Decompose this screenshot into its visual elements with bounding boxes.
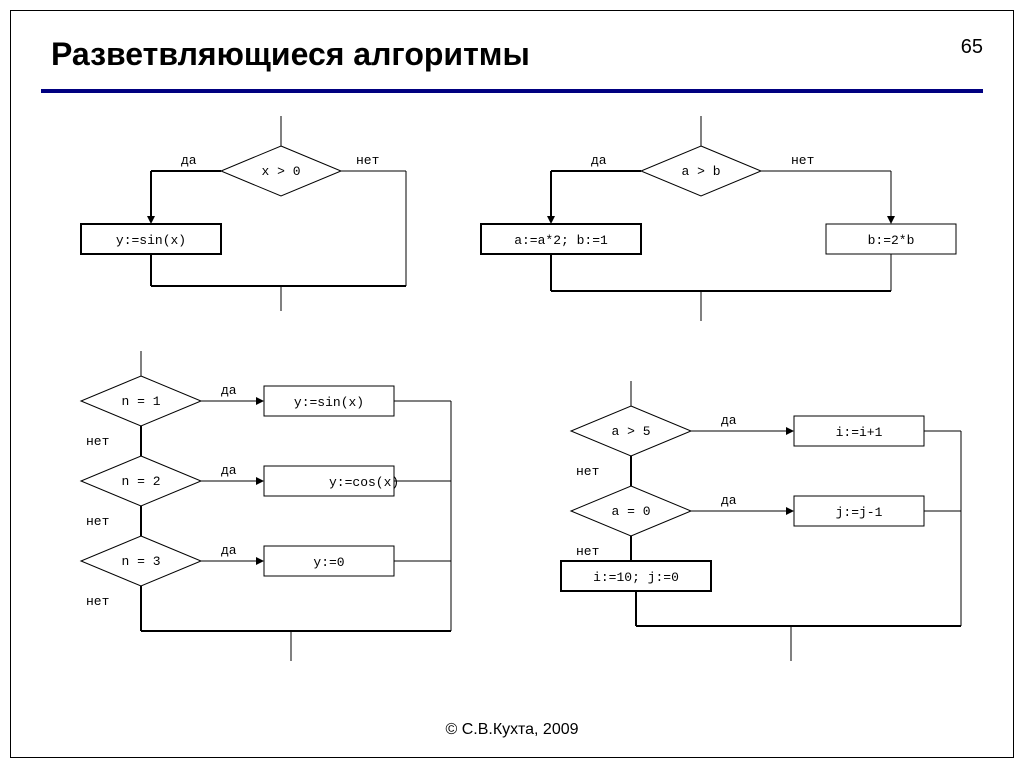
fc1-action: y:=sin(x) bbox=[116, 233, 186, 248]
fc3-a1: y:=sin(x) bbox=[294, 395, 364, 410]
fc3-c2: n = 2 bbox=[121, 474, 160, 489]
fc2-no: нет bbox=[791, 153, 814, 168]
fc3-a3: y:=0 bbox=[313, 555, 344, 570]
fc2-right: b:=2*b bbox=[868, 233, 915, 248]
fc3-y3: да bbox=[221, 543, 237, 558]
fc3-n2: нет bbox=[86, 514, 109, 529]
footer: © С.В.Кухта, 2009 bbox=[11, 721, 1013, 739]
fc2-yes: да bbox=[591, 153, 607, 168]
fc2-cond: a > b bbox=[681, 164, 720, 179]
slide-frame: Разветвляющиеся алгоритмы 65 x > 0 да y:… bbox=[10, 10, 1014, 758]
fc3-c1: n = 1 bbox=[121, 394, 160, 409]
fc3-n1: нет bbox=[86, 434, 109, 449]
flowchart-1: x > 0 да y:=sin(x) нет bbox=[51, 116, 441, 316]
fc3-y2: да bbox=[221, 463, 237, 478]
flowchart-4: a > 5 да i:=i+1 нет a = 0 да j:=j-1 нет … bbox=[521, 381, 1001, 681]
flowchart-3: n = 1 да y:=sin(x) нет n = 2 да y:=cos(x… bbox=[51, 351, 491, 691]
fc3-a2: y:=cos(x) bbox=[329, 475, 399, 490]
slide-title: Разветвляющиеся алгоритмы bbox=[51, 36, 530, 73]
fc4-c2: a = 0 bbox=[611, 504, 650, 519]
fc4-a2: j:=j-1 bbox=[836, 505, 883, 520]
page-number: 65 bbox=[961, 36, 983, 59]
flowchart-2: a > b да a:=a*2; b:=1 нет b:=2*b bbox=[471, 116, 991, 326]
fc1-yes: да bbox=[181, 153, 197, 168]
fc3-y1: да bbox=[221, 383, 237, 398]
fc4-n1: нет bbox=[576, 464, 599, 479]
fc1-no: нет bbox=[356, 153, 379, 168]
fc3-c3: n = 3 bbox=[121, 554, 160, 569]
fc1-cond: x > 0 bbox=[261, 164, 300, 179]
fc3-n3: нет bbox=[86, 594, 109, 609]
fc4-n2: нет bbox=[576, 544, 599, 559]
fc4-a1: i:=i+1 bbox=[836, 425, 883, 440]
fc2-left: a:=a*2; b:=1 bbox=[514, 233, 608, 248]
fc4-y1: да bbox=[721, 413, 737, 428]
title-underline bbox=[41, 89, 983, 93]
fc4-c1: a > 5 bbox=[611, 424, 650, 439]
fc4-a3: i:=10; j:=0 bbox=[593, 570, 679, 585]
fc4-y2: да bbox=[721, 493, 737, 508]
